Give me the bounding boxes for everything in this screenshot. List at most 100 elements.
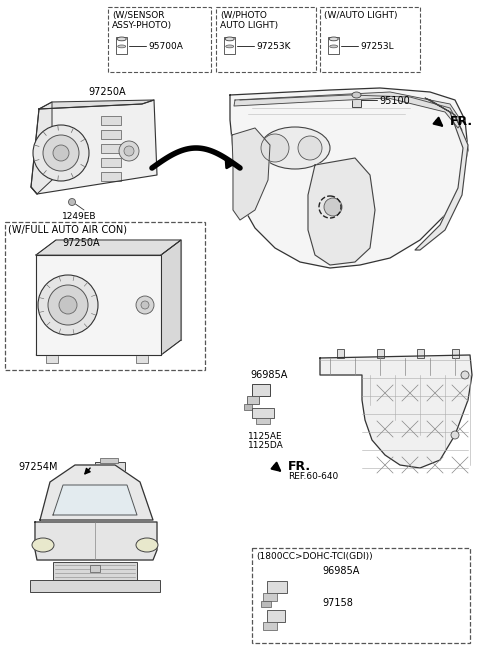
Bar [101,116,121,125]
Bar [252,384,270,396]
Circle shape [69,198,75,206]
Polygon shape [234,92,462,128]
Text: AUTO LIGHT): AUTO LIGHT) [220,21,278,30]
Ellipse shape [32,538,54,552]
Polygon shape [308,158,375,265]
Bar [106,276,138,284]
Bar [263,622,277,630]
Circle shape [298,136,322,160]
Text: 95700A: 95700A [148,42,183,51]
Bar [46,355,58,363]
Polygon shape [31,100,157,194]
Circle shape [38,275,98,335]
Bar [53,562,137,580]
Polygon shape [161,240,181,355]
Bar [320,7,420,72]
Text: 1125AE: 1125AE [248,432,283,441]
Circle shape [43,135,79,171]
Bar [106,302,138,310]
Text: 97253K: 97253K [256,42,290,51]
Bar [101,144,121,153]
Ellipse shape [118,45,126,48]
Polygon shape [36,255,161,355]
Bar [252,548,470,643]
Bar [244,404,252,410]
Bar [247,396,259,404]
Circle shape [451,431,459,439]
Text: 97158: 97158 [322,598,353,608]
Polygon shape [31,102,52,194]
Bar [101,158,121,167]
Text: ASSY-PHOTO): ASSY-PHOTO) [112,21,172,30]
Bar [116,37,127,54]
Polygon shape [39,100,154,109]
Bar [95,462,125,472]
Ellipse shape [225,37,234,41]
Text: 1249EB: 1249EB [62,212,96,221]
Bar [100,458,118,463]
Polygon shape [40,465,153,520]
Bar [30,580,160,592]
Bar [352,93,361,107]
Circle shape [119,141,139,161]
Polygon shape [320,355,472,468]
Ellipse shape [117,37,126,41]
Text: (1800CC>DOHC-TCI(GDI)): (1800CC>DOHC-TCI(GDI)) [256,552,372,561]
Text: 96985A: 96985A [322,566,360,576]
Text: (W/FULL AUTO AIR CON): (W/FULL AUTO AIR CON) [8,224,127,234]
Bar [417,349,424,358]
Circle shape [136,296,154,314]
Bar [5,222,205,370]
Bar [106,263,138,271]
Circle shape [141,301,149,309]
Polygon shape [53,485,137,515]
Bar [224,37,235,54]
Text: 95100: 95100 [379,96,410,106]
Bar [328,37,339,54]
Bar [337,349,344,358]
Bar [267,610,285,622]
Bar [263,593,277,601]
Bar [377,349,384,358]
Polygon shape [230,88,468,268]
Text: 97250A: 97250A [88,87,126,97]
Bar [106,289,138,297]
Circle shape [324,198,342,216]
Polygon shape [36,240,181,255]
Text: 1125DA: 1125DA [248,441,284,450]
Bar [252,408,274,418]
Circle shape [461,371,469,379]
Ellipse shape [352,92,361,98]
Bar [106,315,138,323]
Text: 97254M: 97254M [18,462,58,472]
Ellipse shape [330,45,338,48]
Text: FR.: FR. [450,115,473,128]
Circle shape [48,285,88,325]
Circle shape [261,134,289,162]
Text: 97250A: 97250A [62,238,100,248]
Ellipse shape [329,37,338,41]
Text: (W/PHOTO: (W/PHOTO [220,11,267,20]
Bar [108,7,211,72]
Bar [101,130,121,139]
Circle shape [59,296,77,314]
Text: 97253L: 97253L [360,42,394,51]
Text: FR.: FR. [288,460,311,473]
Ellipse shape [226,45,234,48]
Text: (W/AUTO LIGHT): (W/AUTO LIGHT) [324,11,397,20]
Polygon shape [415,98,468,250]
Bar [216,7,316,72]
Text: (W/SENSOR: (W/SENSOR [112,11,165,20]
Text: 96985A: 96985A [250,370,288,380]
Bar [106,328,138,336]
Polygon shape [232,128,270,220]
Circle shape [53,145,69,161]
Bar [101,172,121,181]
Bar [256,418,270,424]
Polygon shape [56,240,181,340]
Polygon shape [35,522,157,560]
Bar [136,355,148,363]
Bar [320,193,360,221]
Bar [90,565,100,572]
Bar [261,601,271,607]
